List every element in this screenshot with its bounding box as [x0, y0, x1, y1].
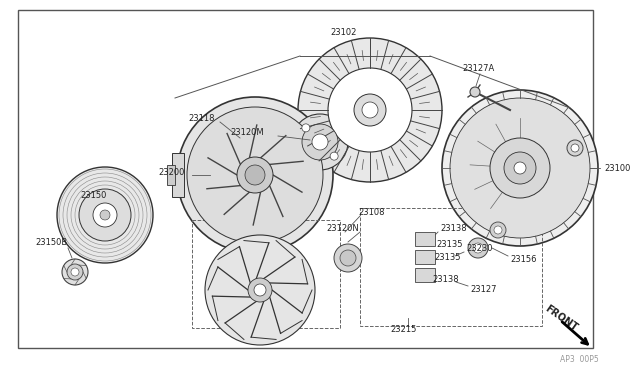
- Text: 23138: 23138: [432, 276, 459, 285]
- Circle shape: [248, 278, 272, 302]
- Circle shape: [490, 222, 506, 238]
- Circle shape: [254, 284, 266, 296]
- Text: AP3  00P5: AP3 00P5: [560, 356, 599, 365]
- Text: 23100: 23100: [604, 164, 630, 173]
- Text: 23120M: 23120M: [230, 128, 264, 137]
- Circle shape: [328, 68, 412, 152]
- Text: 23230: 23230: [466, 244, 493, 253]
- Circle shape: [340, 250, 356, 266]
- Circle shape: [302, 124, 310, 132]
- Text: 23215: 23215: [390, 326, 417, 334]
- Text: 23200: 23200: [158, 167, 184, 176]
- Bar: [415, 232, 435, 246]
- Text: 23135: 23135: [434, 253, 461, 263]
- Circle shape: [468, 238, 488, 258]
- Circle shape: [177, 97, 333, 253]
- Circle shape: [494, 226, 502, 234]
- Text: 23150: 23150: [80, 190, 106, 199]
- Circle shape: [514, 162, 526, 174]
- Circle shape: [450, 98, 590, 238]
- Bar: [167, 165, 175, 185]
- Circle shape: [187, 107, 323, 243]
- Circle shape: [292, 114, 348, 170]
- Circle shape: [298, 38, 442, 182]
- Circle shape: [312, 134, 328, 150]
- Circle shape: [567, 140, 583, 156]
- Circle shape: [67, 264, 83, 280]
- Circle shape: [490, 138, 550, 198]
- Circle shape: [362, 102, 378, 118]
- Bar: [172, 153, 184, 197]
- Circle shape: [330, 152, 338, 160]
- Text: 23127A: 23127A: [462, 64, 494, 73]
- Circle shape: [79, 189, 131, 241]
- Circle shape: [205, 235, 315, 345]
- Text: FRONT: FRONT: [543, 303, 579, 333]
- Circle shape: [100, 210, 110, 220]
- Circle shape: [57, 167, 153, 263]
- Text: 23138: 23138: [440, 224, 467, 232]
- Circle shape: [93, 203, 117, 227]
- Text: 23102: 23102: [330, 28, 356, 36]
- Circle shape: [571, 144, 579, 152]
- Text: 23118: 23118: [188, 113, 214, 122]
- Text: 23135: 23135: [436, 240, 463, 248]
- Circle shape: [71, 268, 79, 276]
- Circle shape: [470, 87, 480, 97]
- Text: 23127: 23127: [470, 285, 497, 295]
- Bar: [415, 268, 435, 282]
- Circle shape: [62, 259, 88, 285]
- Text: 23120N: 23120N: [326, 224, 359, 232]
- Circle shape: [354, 94, 386, 126]
- Bar: [360, 208, 542, 326]
- Circle shape: [442, 90, 598, 246]
- Circle shape: [237, 157, 273, 193]
- Circle shape: [245, 165, 265, 185]
- Text: 23150B: 23150B: [35, 237, 67, 247]
- Bar: [18, 10, 593, 348]
- Circle shape: [473, 243, 483, 253]
- Bar: [415, 250, 435, 264]
- Circle shape: [504, 152, 536, 184]
- Text: 23108: 23108: [358, 208, 385, 217]
- Circle shape: [302, 124, 338, 160]
- Text: 23156: 23156: [510, 256, 536, 264]
- Bar: [192, 220, 340, 328]
- Circle shape: [334, 244, 362, 272]
